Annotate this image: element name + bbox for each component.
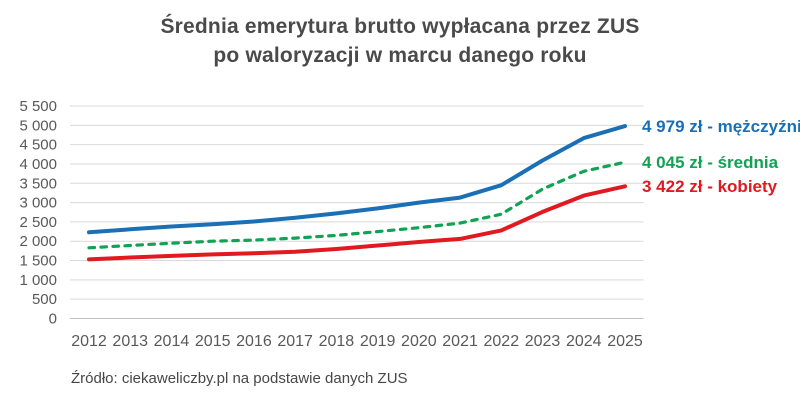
series-line-średnia bbox=[87, 160, 627, 250]
y-axis-tick-label: 4 000 bbox=[19, 156, 57, 173]
x-axis-tick-label: 2021 bbox=[442, 333, 478, 350]
x-axis-tick-label: 2024 bbox=[566, 333, 602, 350]
x-axis-tick-label: 2014 bbox=[154, 333, 190, 350]
x-axis-tick-label: 2016 bbox=[236, 333, 272, 350]
y-axis-tick-label: 5 000 bbox=[19, 117, 57, 134]
series-line-kobiety bbox=[87, 184, 627, 262]
y-axis-tick-label: 0 bbox=[49, 311, 57, 328]
x-axis-tick-label: 2019 bbox=[360, 333, 396, 350]
series-end-label-men: 4 979 zł - mężczyźni bbox=[642, 116, 800, 136]
y-axis-tick-label: 1 500 bbox=[19, 253, 57, 270]
chart-title: Średnia emerytura brutto wypłacana przez… bbox=[0, 12, 800, 70]
y-axis-tick-label: 3 000 bbox=[19, 195, 57, 212]
x-axis-tick-label: 2012 bbox=[71, 333, 107, 350]
y-axis-tick-label: 5 500 bbox=[19, 98, 57, 115]
source-caption: Źródło: ciekaweliczby.pl na podstawie da… bbox=[71, 370, 408, 387]
series-line-mężczyźni bbox=[87, 124, 627, 235]
y-axis-tick-label: 3 500 bbox=[19, 175, 57, 192]
x-axis-tick-label: 2018 bbox=[319, 333, 355, 350]
y-axis-tick-label: 1 000 bbox=[19, 272, 57, 289]
x-axis-tick-label: 2015 bbox=[195, 333, 231, 350]
x-axis-tick-label: 2017 bbox=[277, 333, 313, 350]
series-end-label-women: 3 422 zł - kobiety bbox=[642, 176, 778, 196]
x-axis-tick-label: 2023 bbox=[525, 333, 561, 350]
x-axis-tick-label: 2022 bbox=[484, 333, 520, 350]
x-axis-tick-label: 2025 bbox=[607, 333, 643, 350]
series-end-label-average: 4 045 zł - średnia bbox=[642, 152, 779, 172]
chart-title-line-1: Średnia emerytura brutto wypłacana przez… bbox=[160, 15, 640, 38]
chart-title-line-2: po waloryzacji w marcu danego roku bbox=[213, 44, 587, 67]
y-axis-tick-label: 2 000 bbox=[19, 233, 57, 250]
y-axis-tick-label: 500 bbox=[32, 291, 57, 308]
x-axis-tick-label: 2013 bbox=[112, 333, 148, 350]
y-axis-tick-label: 2 500 bbox=[19, 214, 57, 231]
y-axis-tick-label: 4 500 bbox=[19, 137, 57, 154]
x-axis-tick-label: 2020 bbox=[401, 333, 437, 350]
